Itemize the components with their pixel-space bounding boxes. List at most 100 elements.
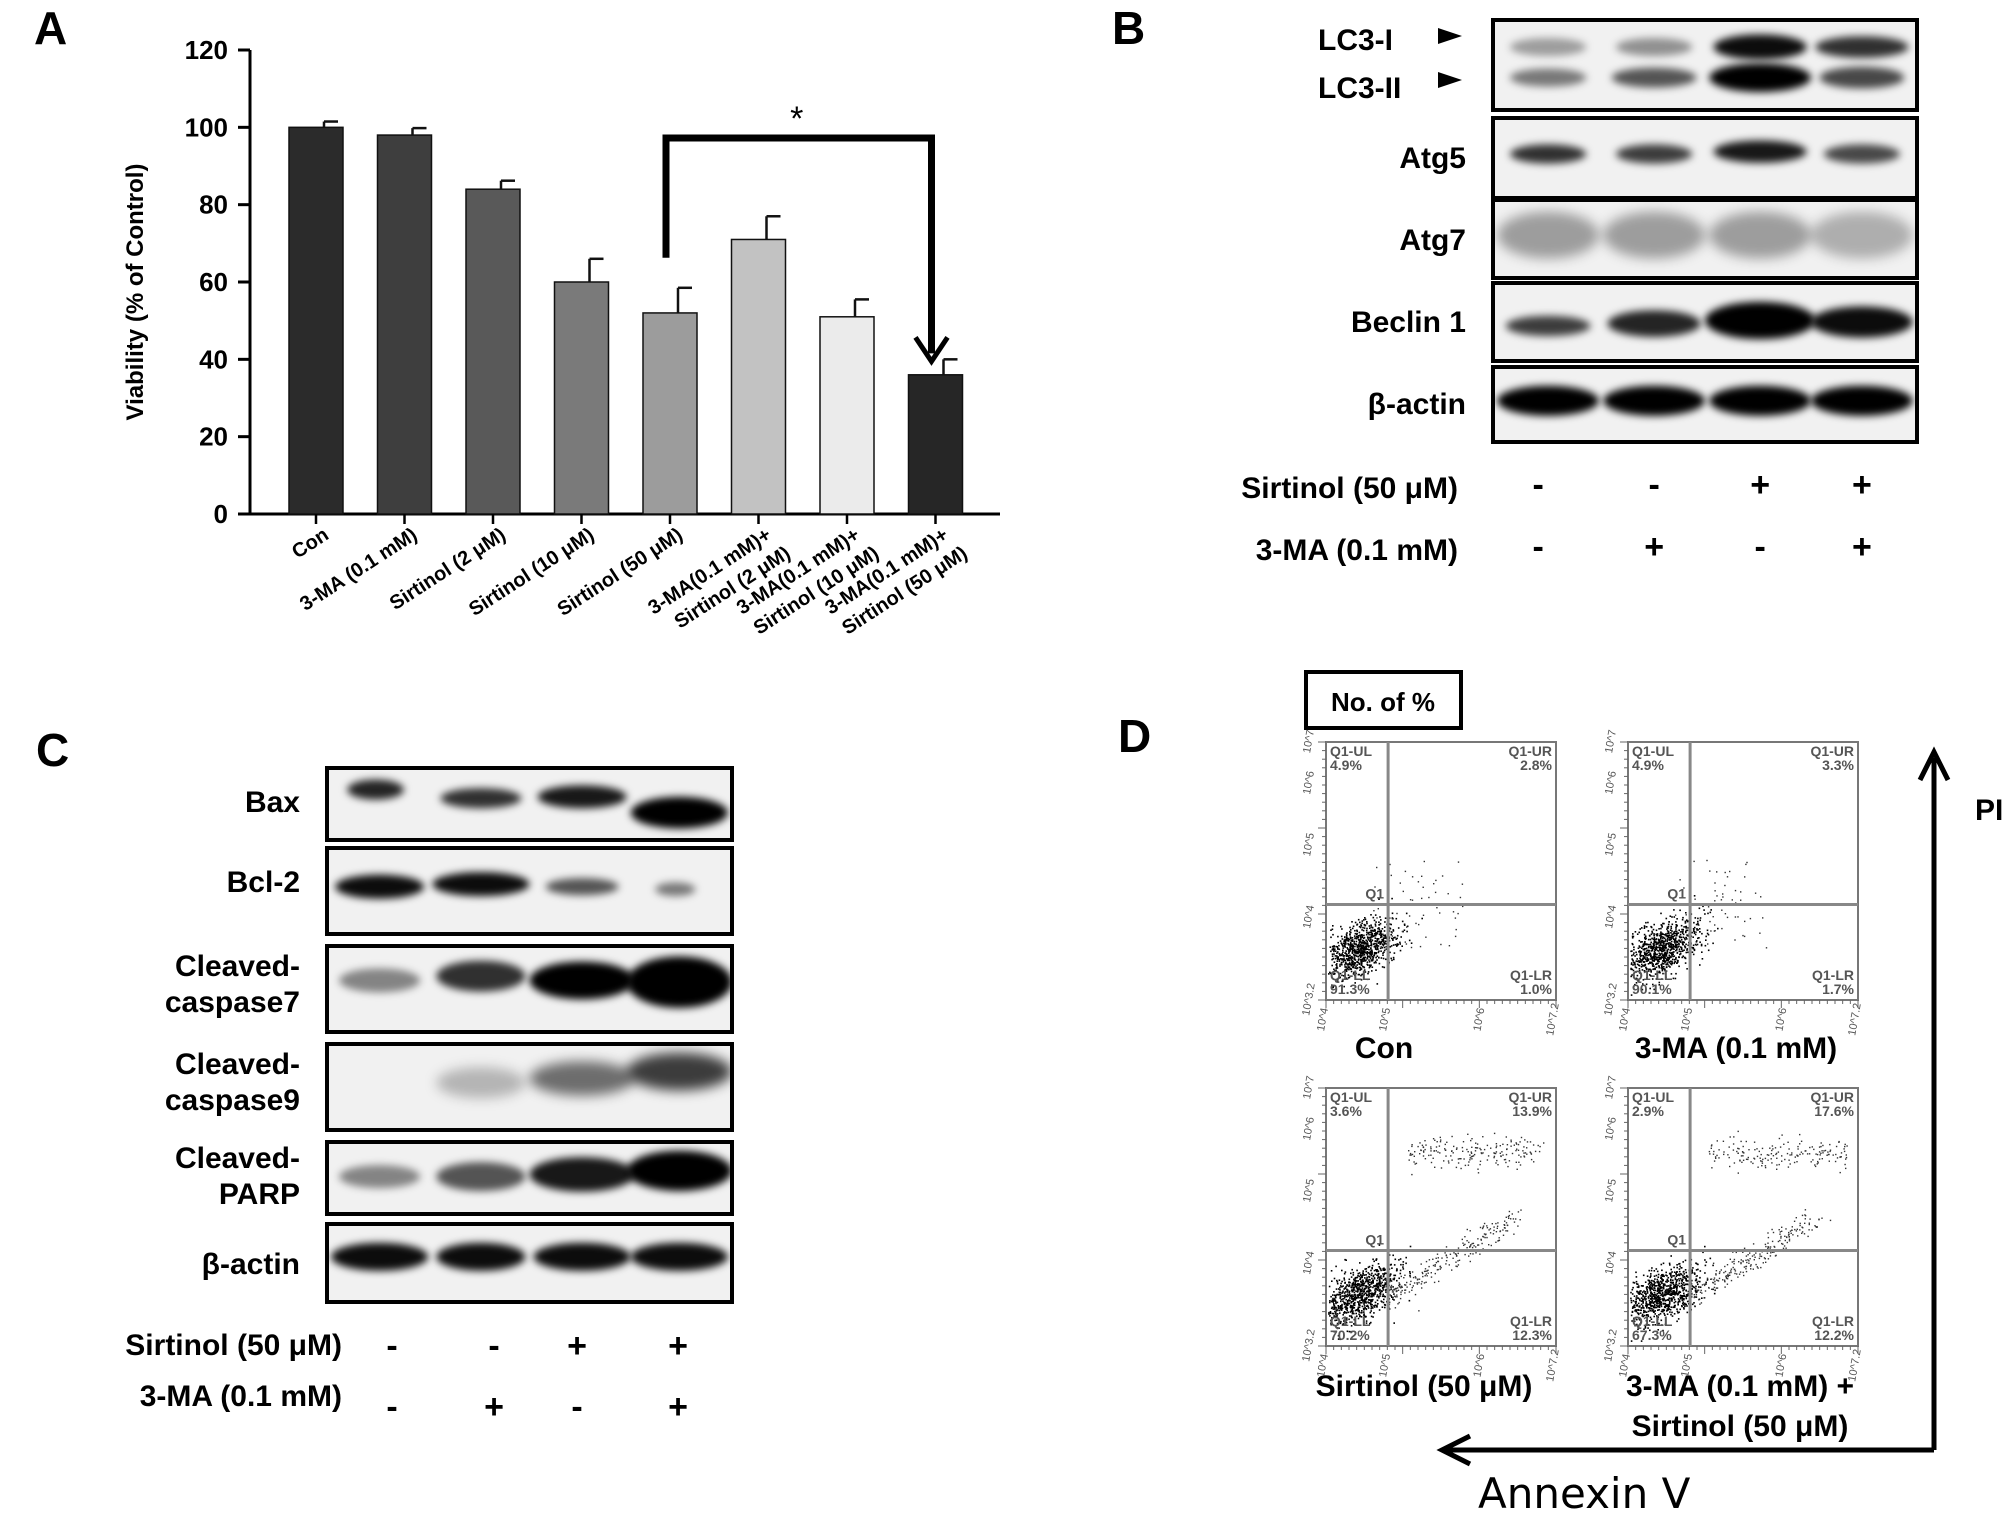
flow-dot	[1737, 1276, 1739, 1278]
flow-dot	[1367, 1305, 1369, 1308]
flow-plot-caption: 3-MA (0.1 mM) +	[1626, 1370, 1854, 1403]
flow-dot	[1656, 957, 1658, 959]
flow-dot	[1348, 1290, 1351, 1293]
flow-dot	[1479, 1147, 1481, 1150]
flow-dot	[1702, 905, 1704, 908]
flow-dot	[1635, 971, 1637, 973]
flow-dot	[1775, 1153, 1777, 1156]
flow-dot	[1331, 964, 1333, 967]
condition-sign: -	[1754, 528, 1765, 566]
flow-dot	[1526, 1153, 1528, 1155]
flow-dot	[1342, 961, 1345, 963]
flow-dot	[1363, 957, 1366, 960]
flow-dot	[1665, 1271, 1667, 1274]
y-tick-label: 100	[185, 112, 228, 142]
flow-dot	[1340, 1285, 1342, 1287]
flow-dot	[1352, 1283, 1355, 1285]
flow-dot	[1630, 963, 1633, 966]
flow-dot	[1644, 1325, 1647, 1328]
flow-dot	[1348, 954, 1350, 957]
flow-dot	[1384, 1278, 1386, 1281]
condition-label: 3-MA (0.1 mM)	[1256, 534, 1458, 567]
flow-dot	[1642, 1294, 1645, 1297]
flow-dot	[1691, 931, 1693, 934]
flow-dot	[1444, 1143, 1446, 1146]
y-tick-label: 10^3.2	[1602, 1328, 1619, 1362]
flow-dot	[1666, 1304, 1668, 1306]
flow-dot	[1330, 929, 1332, 931]
flow-dot	[1501, 1151, 1503, 1153]
flow-dot	[1669, 915, 1672, 917]
flow-dot	[1635, 1301, 1637, 1303]
flow-dot	[1771, 1251, 1774, 1253]
flow-dot	[1348, 1315, 1351, 1317]
flow-dot	[1660, 936, 1662, 939]
blot-c-actin-band-3	[533, 1242, 631, 1271]
flow-dot	[1646, 949, 1649, 952]
flow-dot	[1664, 954, 1666, 957]
flow-dot	[1687, 935, 1689, 937]
flow-dot	[1640, 1307, 1643, 1309]
flow-dot	[1399, 949, 1402, 952]
flow-dot	[1815, 1153, 1817, 1155]
flow-dot	[1691, 1272, 1694, 1274]
flow-dot	[1337, 1305, 1339, 1307]
flow-dot	[1377, 1263, 1380, 1265]
flow-dot	[1644, 948, 1647, 950]
flow-dot	[1732, 1251, 1734, 1253]
flow-dot	[1336, 955, 1338, 957]
flow-dot	[1425, 1281, 1427, 1283]
flow-dot	[1360, 961, 1363, 963]
flow-dot	[1479, 1226, 1482, 1229]
quadrant-value-ll: 70.2%	[1330, 1327, 1370, 1343]
flow-dot	[1659, 944, 1661, 946]
flow-dot	[1651, 1284, 1654, 1287]
flow-dot	[1341, 980, 1343, 983]
flow-dot	[1472, 1155, 1475, 1157]
quadrant-name-ll: Q1-LL	[1330, 1313, 1371, 1329]
flow-dot	[1349, 943, 1352, 945]
quadrant-name-ur: Q1-UR	[1810, 743, 1854, 759]
flow-dot	[1377, 948, 1379, 950]
flow-dot	[1713, 1292, 1716, 1295]
flow-dot	[1645, 947, 1648, 950]
flow-dot	[1657, 1302, 1659, 1305]
flow-dot	[1652, 983, 1654, 986]
flow-dot	[1359, 941, 1361, 943]
flow-dot	[1404, 1289, 1407, 1291]
flow-dot	[1749, 1265, 1752, 1267]
flow-dot	[1655, 945, 1657, 948]
flow-dot	[1359, 1300, 1361, 1302]
quadrant-name-ll: Q1-LL	[1632, 967, 1673, 983]
flow-dot	[1705, 1283, 1707, 1285]
flow-dot	[1471, 1138, 1473, 1140]
flow-dot	[1643, 1328, 1645, 1330]
panel-label-d: D	[1118, 710, 1151, 762]
flow-dot	[1351, 1298, 1354, 1300]
blot-c-caspase7-band-3	[529, 961, 635, 1000]
flow-dot	[1641, 1291, 1644, 1293]
flow-dot	[1767, 1242, 1769, 1244]
flow-dot	[1655, 1294, 1658, 1296]
flow-dot	[1648, 945, 1650, 948]
flow-dot	[1424, 1275, 1426, 1277]
flow-dot	[1337, 948, 1339, 950]
flow-dot	[1363, 1288, 1366, 1291]
flow-dot	[1692, 1286, 1695, 1288]
flow-dot	[1673, 1291, 1676, 1294]
flow-dot	[1681, 948, 1683, 950]
flow-dot	[1652, 947, 1654, 950]
flow-dot	[1648, 1280, 1651, 1283]
flow-dot	[1649, 1320, 1651, 1322]
flow-dot	[1421, 1280, 1423, 1283]
flow-dot	[1669, 962, 1672, 965]
flow-dot	[1693, 1296, 1695, 1299]
flow-dot	[1342, 945, 1344, 947]
x-tick-label: 10^4	[1617, 1353, 1633, 1378]
flow-dot	[1651, 1305, 1654, 1307]
flow-dot	[1668, 1297, 1670, 1299]
flow-dot	[1649, 961, 1651, 964]
flow-dot	[1747, 1259, 1749, 1261]
flow-dot	[1361, 1290, 1363, 1292]
flow-dot	[1349, 948, 1351, 950]
